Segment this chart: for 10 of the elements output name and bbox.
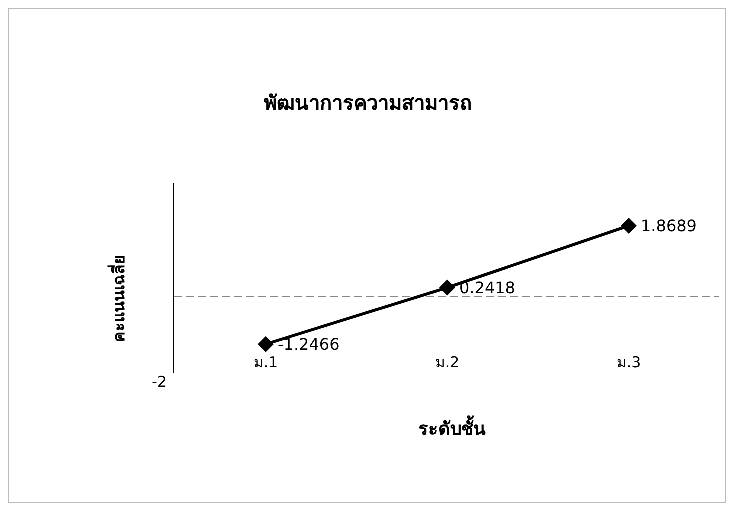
data-label: 0.2418 bbox=[460, 278, 516, 298]
data-label: -1.2466 bbox=[278, 335, 340, 354]
text: -2 bbox=[151, 373, 167, 391]
data-label: 1.8689 bbox=[641, 216, 697, 236]
x-axis-title: ระดับชั้น bbox=[418, 414, 487, 442]
x-tick-label: ม.3 bbox=[616, 354, 642, 372]
x-tick-label: ม.2 bbox=[435, 354, 460, 372]
x-tick-label: ม.1 bbox=[254, 354, 278, 372]
chart-title: พัฒนาการความสามารถ bbox=[263, 90, 473, 117]
y-axis-title: คะแนนเฉลี่ย bbox=[106, 256, 130, 342]
